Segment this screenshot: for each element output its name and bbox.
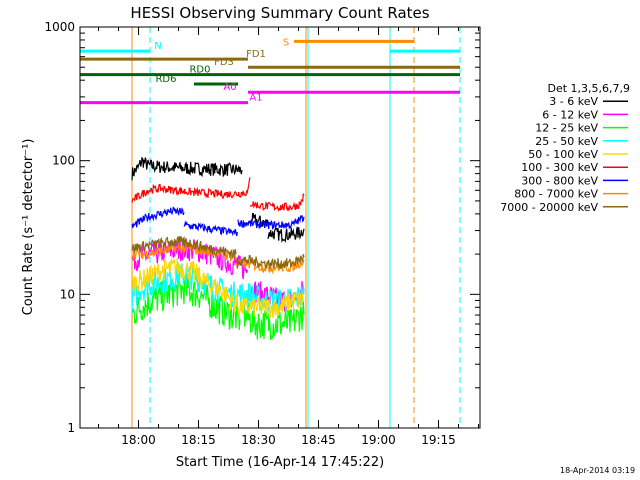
x-tick-label: 18:30 <box>241 433 276 447</box>
flag-label: FD3 <box>214 57 234 68</box>
series-trace-100-300keV <box>249 193 305 212</box>
x-tick-label: 18:45 <box>301 433 336 447</box>
y-tick-label: 10 <box>60 287 75 301</box>
x-tick-label: 18:00 <box>121 433 156 447</box>
plot-frame <box>79 26 481 429</box>
x-axis-label: Start Time (16-Apr-14 17:45:22) <box>176 455 384 470</box>
generation-timestamp: 18-Apr-2014 03:19 <box>560 466 636 475</box>
flag-label: A0 <box>223 82 236 93</box>
y-tick-label: 100 <box>52 154 75 168</box>
series-trace-50-100keV <box>131 257 305 318</box>
legend-entry-label: 300 - 800 keV <box>521 174 598 187</box>
series-trace-800-7000keV <box>131 241 237 263</box>
series-trace-3-6keV <box>267 226 305 244</box>
chart-title: HESSI Observing Summary Count Rates <box>130 4 429 22</box>
x-tick-label: 18:15 <box>181 433 216 447</box>
y-tick-label: 1000 <box>44 20 75 34</box>
legend-entry-label: 12 - 25 keV <box>535 122 598 135</box>
series-trace-300-800keV <box>131 206 185 229</box>
legend-entry-label: 800 - 7000 keV <box>514 188 598 201</box>
series-trace-7000-20000keV <box>131 235 237 259</box>
legend-entry-label: 7000 - 20000 keV <box>500 201 598 214</box>
x-tick-label: 19:00 <box>361 433 396 447</box>
flag-label: FD1 <box>246 49 266 60</box>
flag-label: A1 <box>249 93 262 104</box>
legend-entry-label: 100 - 300 keV <box>521 161 598 174</box>
flag-label: N <box>154 41 161 52</box>
legend-entry-label: 50 - 100 keV <box>528 148 598 161</box>
series-trace-100-300keV <box>131 177 251 203</box>
series-trace-7000-20000keV <box>235 254 305 270</box>
y-axis-label: Count Rate (s⁻¹ detector⁻¹) <box>21 139 36 316</box>
series-trace-25-50keV <box>131 263 305 314</box>
legend-entry-label: 3 - 6 keV <box>549 95 598 108</box>
x-tick-label: 19:15 <box>421 433 456 447</box>
flag-label: S <box>283 37 289 48</box>
series-trace-3-6keV <box>131 156 243 181</box>
legend-title: Det 1,3,5,6,7,9 <box>547 82 630 95</box>
legend-entry-label: 6 - 12 keV <box>542 108 598 121</box>
series-trace-300-800keV <box>237 215 305 231</box>
y-tick-label: 1 <box>67 421 75 435</box>
series-trace-300-800keV <box>183 220 239 237</box>
flag-label: RD0 <box>189 65 210 76</box>
flag-label: RD6 <box>155 74 176 85</box>
legend-entry-label: 25 - 50 keV <box>535 135 598 148</box>
